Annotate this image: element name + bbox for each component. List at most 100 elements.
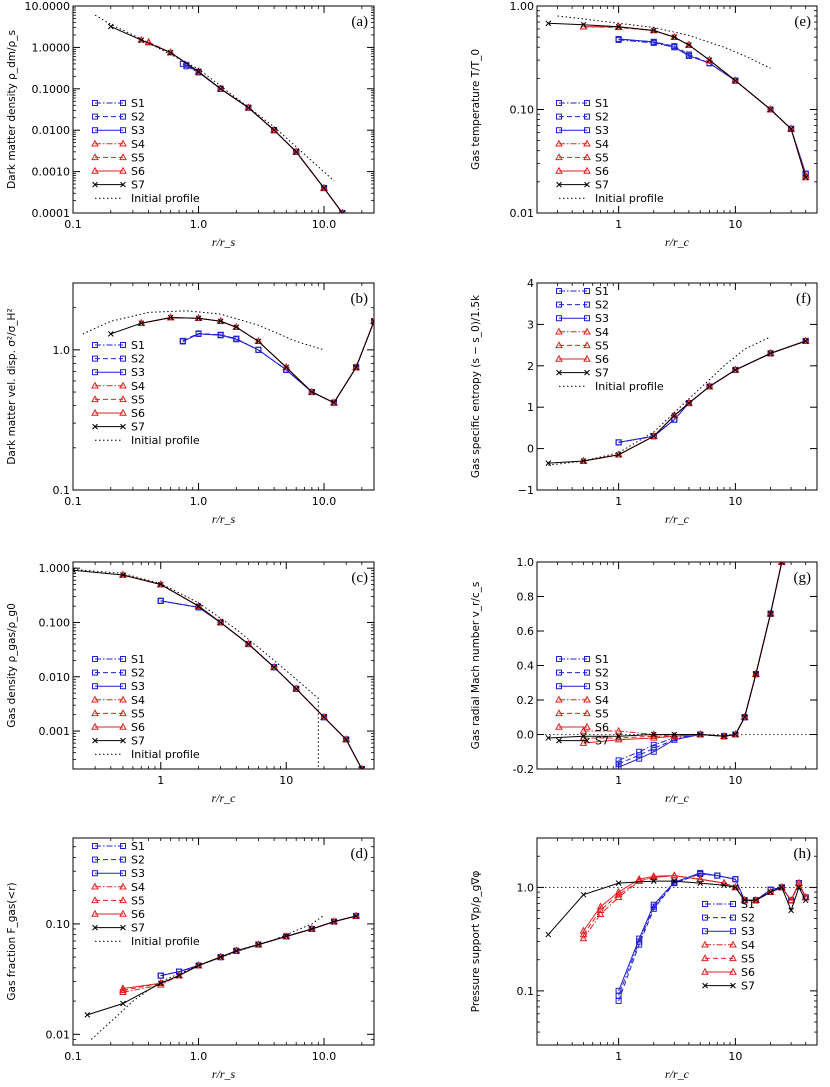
- legend-marker: [92, 181, 98, 188]
- y-tick-label: 0.2: [517, 694, 535, 707]
- legend-marker: [120, 355, 126, 362]
- y-tick-label: 1.000: [39, 562, 71, 575]
- legend-marker: [91, 408, 99, 416]
- data-point-s6: [614, 887, 623, 895]
- legend-label: S5: [741, 952, 755, 965]
- data-point-s3: [176, 968, 183, 975]
- legend-marker: [91, 709, 99, 717]
- legend-marker: [120, 669, 126, 676]
- legend-label: Initial profile: [131, 434, 200, 447]
- x-tick-label: 1.0: [190, 218, 208, 231]
- data-point-s6: [649, 872, 658, 879]
- data-point-s7: [753, 897, 759, 904]
- y-tick-label: 0.10: [510, 104, 535, 117]
- plot-frame: [72, 282, 375, 491]
- data-point-s4: [614, 726, 623, 734]
- data-point-s7: [706, 57, 713, 63]
- chart-panel-6: 0.1 1.0 10.0 0.01 0.10 r/r_s Gas fraction F_ga…: [6, 837, 375, 1081]
- data-point-s5: [119, 986, 127, 994]
- data-point-s6: [270, 125, 278, 133]
- data-point-s6: [320, 712, 328, 720]
- x-axis-label: r/r_s: [212, 512, 236, 526]
- legend-marker: [120, 100, 126, 106]
- data-point-s7: [650, 433, 657, 440]
- y-tick-label: -0.2: [513, 763, 534, 776]
- y-tick-label: 0.010: [39, 671, 71, 684]
- data-point-s7: [358, 766, 365, 769]
- series-line-s5: [583, 340, 806, 462]
- series-line-s3: [618, 872, 807, 992]
- y-tick-label: 0.0100: [32, 124, 71, 137]
- legend-label: S4: [741, 939, 755, 952]
- legend-marker: [730, 914, 736, 921]
- data-point-s7: [331, 399, 337, 406]
- data-point-s3: [650, 38, 657, 45]
- legend-label: S3: [595, 312, 609, 325]
- legend-marker: [92, 355, 98, 362]
- data-point-s6: [731, 76, 740, 84]
- data-point-s7: [580, 21, 587, 28]
- legend-label: S1: [595, 97, 609, 110]
- data-point-s6: [216, 84, 225, 92]
- legend-marker: [584, 181, 590, 188]
- data-point-s6: [119, 984, 127, 992]
- series-line-s2: [182, 321, 374, 404]
- legend-label: S3: [131, 366, 145, 379]
- data-point-s6: [270, 662, 278, 670]
- data-point-s7: [767, 889, 774, 895]
- legend-marker: [583, 354, 591, 362]
- data-point-s3: [650, 901, 657, 908]
- data-point-s2: [636, 752, 643, 759]
- legend-marker: [120, 113, 126, 120]
- legend-label: S4: [595, 694, 609, 707]
- data-point-s6: [801, 336, 810, 344]
- series-line-s5: [583, 562, 783, 739]
- y-tick-label: 0.01: [46, 1028, 71, 1041]
- legend-marker: [555, 341, 563, 349]
- legend-marker: [119, 395, 127, 403]
- plot-frame: [72, 837, 375, 1046]
- data-point-s7: [321, 185, 327, 191]
- x-tick-label: 10: [728, 218, 742, 231]
- legend-label: S6: [595, 165, 609, 178]
- legend-marker: [556, 369, 562, 376]
- data-point-s3: [371, 318, 374, 325]
- data-point-s5: [144, 37, 153, 45]
- data-point-s3: [636, 755, 643, 762]
- legend-label: S1: [131, 653, 145, 666]
- data-point-s3: [615, 439, 622, 446]
- legend-label: S2: [131, 854, 145, 867]
- legend-label: S5: [131, 393, 145, 406]
- data-point-s7: [796, 884, 802, 891]
- data-point-s7: [706, 383, 713, 390]
- series-line-initial-profile: [90, 914, 325, 1040]
- legend-label: S4: [595, 138, 609, 151]
- legend-marker: [119, 909, 127, 917]
- data-point-s5: [579, 930, 588, 938]
- data-point-s3: [650, 748, 657, 755]
- data-point-s7: [331, 918, 337, 925]
- plot-frame: [536, 282, 818, 491]
- legend-label: S1: [131, 840, 145, 853]
- series-line-s2: [618, 38, 807, 174]
- legend-marker: [556, 113, 562, 120]
- data-point-s6: [696, 874, 705, 882]
- legend-label: S3: [131, 867, 145, 880]
- y-axis-label: Dark matter density ρ_dm/ρ_s: [6, 30, 18, 189]
- data-point-s6: [614, 735, 623, 743]
- legend-marker: [556, 288, 562, 294]
- legend-marker: [556, 656, 562, 662]
- x-tick-label: 10: [728, 495, 742, 508]
- legend-label: S2: [595, 667, 609, 680]
- y-tick-label: 0.100: [39, 616, 71, 629]
- series-line-s6: [141, 39, 343, 213]
- data-point-s6: [731, 730, 740, 738]
- legend-marker: [555, 153, 563, 161]
- legend-marker: [92, 656, 98, 662]
- x-tick-label: 10: [728, 1050, 742, 1063]
- legend-label: S1: [595, 285, 609, 298]
